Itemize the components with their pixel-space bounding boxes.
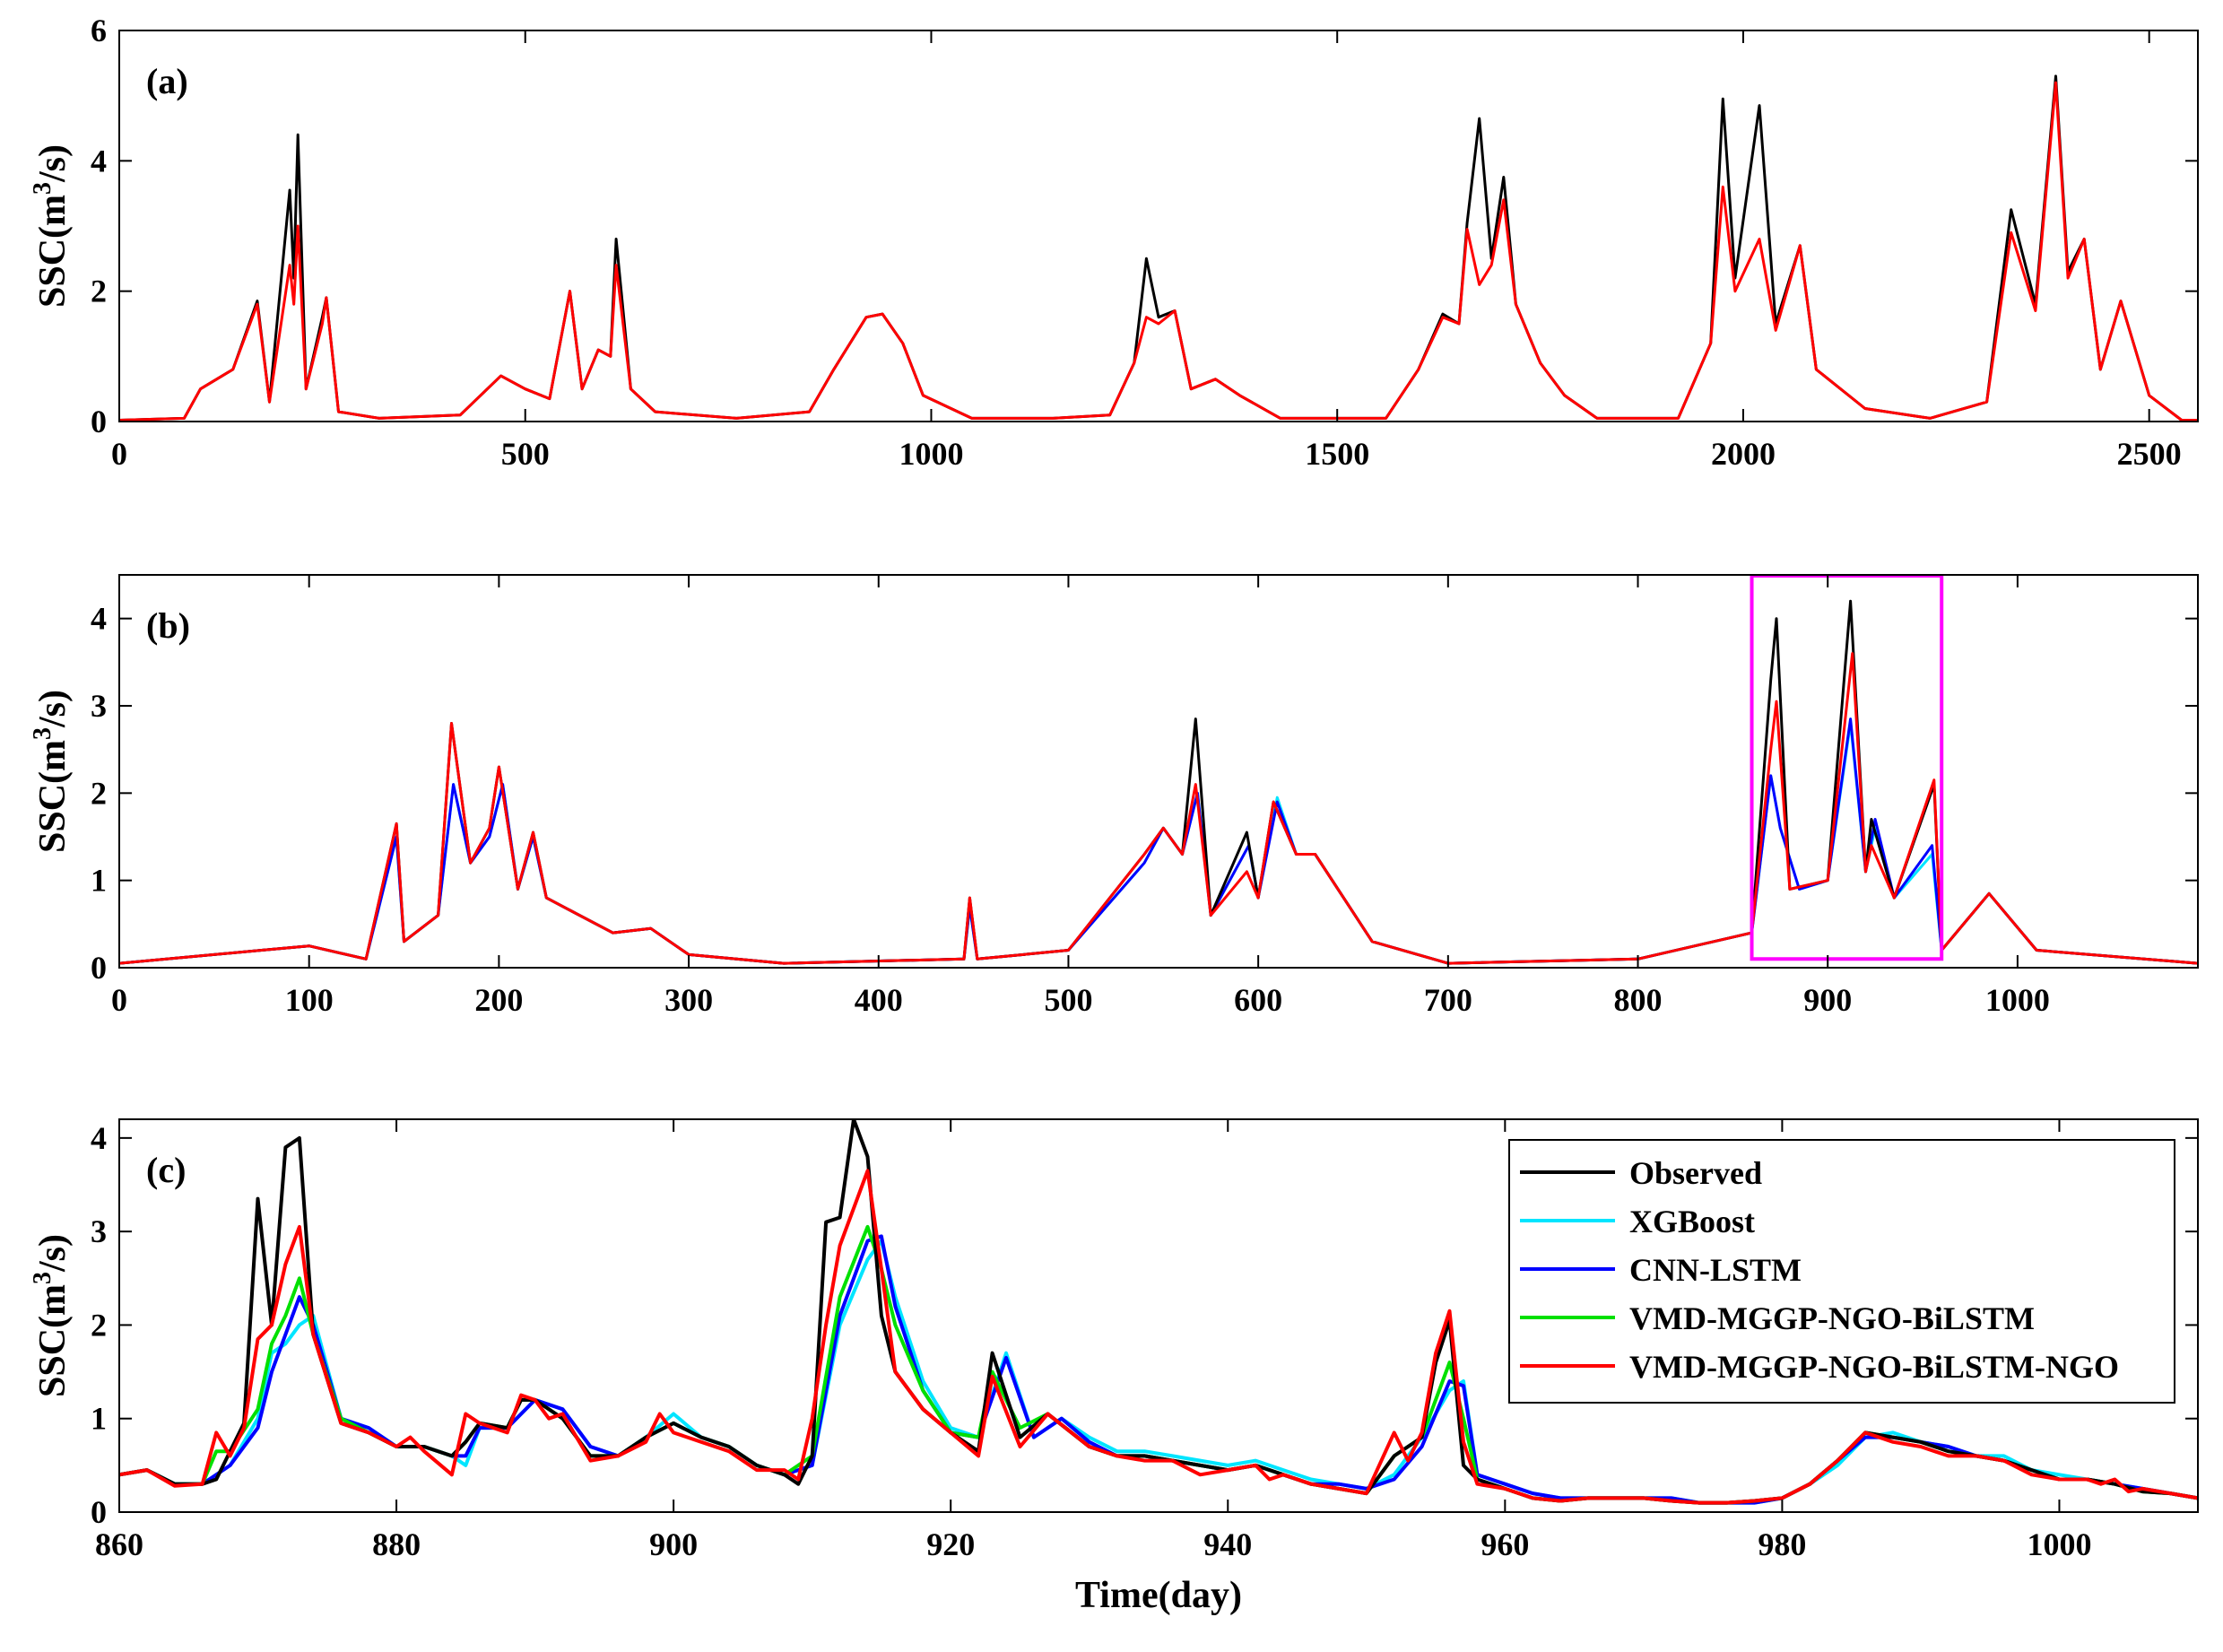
series-line-cnn-lstm [119,717,2198,965]
x-tick-label: 920 [926,1526,975,1562]
y-tick-label: 0 [91,404,107,439]
x-tick-label: 860 [95,1526,143,1562]
x-tick-label: 600 [1234,982,1282,1018]
x-tick-label: 0 [111,982,127,1018]
legend-box [1508,1139,2175,1404]
x-tick-label: 500 [1044,982,1092,1018]
y-tick-label: 2 [91,274,107,309]
y-tick-label: 1 [91,1401,107,1437]
y-tick-label: 2 [91,1307,107,1343]
y-tick-label: 2 [91,775,107,811]
x-tick-label: 300 [664,982,713,1018]
legend-entry-cnn-lstm: CNN-LSTM [1629,1252,1802,1288]
panel-a: 0 500 1000 1500 2000 2500 0 2 4 6 SSC(m3/s) (a) [29,13,2199,472]
panel-c: 860 880 900 920 940 960 980 1000 0 1 2 3 4 SSC(m3/s) (… [29,1118,2199,1616]
plot-frame [118,1118,2199,1513]
x-tick-label: 1500 [1305,436,1369,472]
y-tick-label: 0 [91,1494,107,1530]
plot-frame [118,30,2199,422]
series-line-observed [119,74,2198,422]
y-tick-label: 4 [91,1120,107,1156]
panel-label: (b) [146,605,190,646]
x-tick-label: 400 [855,982,903,1018]
x-tick-label: 200 [474,982,523,1018]
x-tick-label: 2000 [1711,436,1776,472]
x-tick-label: 1000 [2027,1526,2091,1562]
x-tick-label: 100 [285,982,334,1018]
legend: Observed XGBoost CNN-LSTM VMD-MGGP-NGO-BiLS… [1508,1139,2175,1404]
legend-entry-xgboost: XGBoost [1629,1204,1755,1239]
x-tick-label: 980 [1758,1526,1806,1562]
x-tick-label: 500 [501,436,550,472]
y-tick-label: 3 [91,688,107,724]
y-tick-label: 3 [91,1213,107,1249]
x-tick-label: 940 [1203,1526,1252,1562]
series-line-vmd-mggp-ngo-bilstm-ngo [119,1169,2198,1505]
series-line-observed [119,599,2198,965]
x-tick-label: 1000 [899,436,963,472]
y-axis-label: SSC(m3/s) [29,144,74,308]
y-tick-label: 4 [91,601,107,637]
legend-entry-vmd-mggp-ngo-bilstm-ngo: VMD-MGGP-NGO-BiLSTM-NGO [1629,1349,2119,1385]
x-tick-label: 900 [1803,982,1852,1018]
x-tick-label: 1000 [1985,982,2050,1018]
y-tick-label: 6 [91,13,107,48]
series-group [119,74,2198,422]
panel-label: (a) [146,61,188,101]
x-tick-label: 880 [372,1526,421,1562]
series-line-vmd-mggp-ngo-bilstm-ngo [119,652,2198,965]
panel-b: 0 100 200 300 400 500 600 700 800 900 1000 0 1 2 3 4 SSC… [29,574,2199,1018]
x-axis-label: Time(day) [1075,1575,1242,1616]
x-tick-label: 0 [111,436,127,472]
x-tick-label: 700 [1424,982,1472,1018]
x-tick-label: 800 [1614,982,1663,1018]
series-line-xgboost [119,722,2198,965]
x-tick-label: 900 [649,1526,698,1562]
legend-entry-observed: Observed [1629,1155,1762,1191]
series-group [119,1119,2198,1505]
plot-frame [118,574,2199,969]
y-tick-label: 1 [91,863,107,899]
x-tick-label: 2500 [2117,436,2182,472]
y-tick-label: 0 [91,950,107,986]
y-tick-label: 4 [91,143,107,178]
series-group [119,599,2198,965]
y-axis-label: SSC(m3/s) [29,1234,74,1397]
series-line-vmd-mggp-ngo-bilstm-ngo [119,81,2198,422]
y-axis-label: SSC(m3/s) [29,690,74,853]
legend-entry-vmd-mggp-ngo-bilstm: VMD-MGGP-NGO-BiLSTM [1629,1300,2035,1336]
x-tick-label: 960 [1481,1526,1529,1562]
panel-label: (c) [146,1150,186,1190]
